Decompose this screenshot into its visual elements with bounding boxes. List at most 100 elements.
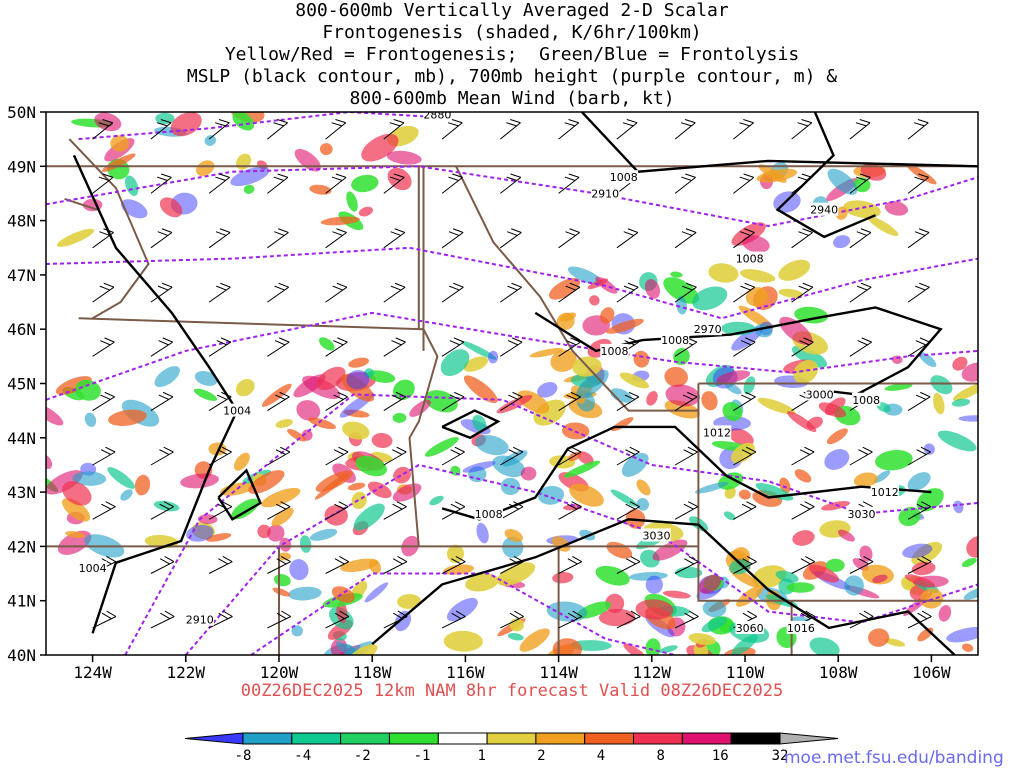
- shading-patch: [546, 601, 588, 622]
- shading-patch: [743, 376, 756, 395]
- lon-label: 106W: [912, 663, 951, 682]
- wind-barb: [92, 501, 116, 520]
- wind-barb: [907, 610, 932, 629]
- wind-barb: [500, 501, 524, 520]
- lon-label: 114W: [539, 663, 578, 682]
- shading-patch: [826, 428, 848, 445]
- wind-barb: [208, 391, 232, 412]
- shading-patch: [963, 586, 978, 600]
- wind-barb: [558, 228, 580, 249]
- shading-patch: [315, 470, 353, 492]
- shading-patch: [729, 559, 751, 575]
- wind-barb: [500, 228, 522, 249]
- lat-label: 41N: [7, 592, 36, 611]
- shading-patch: [645, 638, 661, 655]
- height-label: 2940: [810, 204, 838, 217]
- wind-barb: [500, 337, 523, 357]
- wind-barb: [907, 228, 930, 249]
- wind-barb: [616, 119, 638, 140]
- height-contour: [185, 463, 978, 655]
- wind-barb: [150, 391, 174, 412]
- wind-barb: [383, 501, 407, 520]
- height-label-bg: [805, 387, 834, 401]
- shading-patch: [701, 391, 718, 411]
- height-label: 3030: [643, 530, 671, 543]
- wind-barb: [267, 610, 292, 629]
- wind-barb: [791, 446, 815, 466]
- shading-patch: [271, 507, 294, 527]
- shading-patch: [320, 216, 360, 226]
- shading-patch: [159, 197, 183, 218]
- colorbar-segment: [730, 732, 781, 745]
- shading-patch: [193, 388, 218, 401]
- wind-barb: [383, 610, 408, 629]
- shading-patch: [824, 449, 850, 470]
- shading-patch: [154, 366, 180, 388]
- wind-barb: [325, 173, 347, 194]
- shading-patch: [916, 488, 944, 512]
- shading-patch: [907, 472, 931, 491]
- shading-patch: [728, 428, 754, 446]
- shading-patch: [347, 482, 366, 491]
- shading-patch: [367, 481, 392, 499]
- shading-patch: [272, 587, 291, 597]
- shading-patch: [951, 398, 971, 407]
- wind-barb: [674, 173, 696, 194]
- shading-patch: [589, 295, 600, 306]
- shading-patch: [757, 397, 796, 415]
- shading-patch: [387, 167, 412, 191]
- wind-barb: [267, 501, 291, 520]
- shading-patch: [670, 271, 683, 278]
- wind-barb: [616, 282, 639, 303]
- wind-barb: [849, 337, 872, 357]
- wind-barb: [616, 446, 640, 466]
- shading-patch: [837, 529, 855, 542]
- shading-patch: [267, 524, 285, 542]
- wind-barb: [616, 501, 640, 520]
- mslp-label-bg: [222, 403, 252, 417]
- shading-patch: [519, 628, 550, 652]
- wind-barb: [267, 391, 290, 412]
- shading-patch: [257, 524, 271, 539]
- shading-patch: [409, 399, 431, 417]
- height-contour: [124, 393, 978, 655]
- shading-patch: [463, 356, 488, 372]
- shading-patch: [961, 362, 978, 382]
- shading-patch: [694, 482, 729, 494]
- shading-patch: [397, 594, 421, 609]
- shading-patch: [231, 498, 259, 520]
- shading-patch: [569, 483, 604, 507]
- shading-patch: [692, 286, 728, 311]
- shading-patch: [859, 545, 873, 562]
- wind-barb: [733, 228, 755, 249]
- shading-patch: [808, 564, 839, 583]
- shading-patch: [340, 558, 379, 573]
- wind-barb: [150, 610, 175, 629]
- credit-link[interactable]: moe.met.fsu.edu/banding: [784, 748, 1004, 768]
- mslp-label-bg: [660, 333, 690, 347]
- mslp-label-bg: [474, 506, 503, 520]
- wind-barb: [674, 555, 699, 574]
- wind-barb: [150, 446, 174, 466]
- shading-patch: [722, 402, 743, 422]
- wind-barb: [733, 173, 755, 194]
- lon-label: 120W: [260, 663, 299, 682]
- shading-patch: [606, 318, 644, 334]
- wind-barb: [674, 391, 698, 412]
- wind-barb: [558, 282, 581, 303]
- wind-barb: [383, 228, 406, 249]
- wind-barb: [849, 228, 872, 249]
- wind-barb: [208, 282, 231, 303]
- lon-label: 124W: [73, 663, 112, 682]
- shading-patch: [353, 503, 385, 531]
- shading-patch: [731, 222, 766, 246]
- wind-barb: [92, 119, 114, 140]
- wind-barb: [907, 501, 932, 520]
- shading-patch: [833, 235, 851, 249]
- shading-patch: [825, 558, 845, 572]
- shading-patch: [134, 474, 151, 496]
- wind-barb: [92, 173, 114, 194]
- shading-patch: [248, 470, 285, 494]
- wind-barb: [325, 501, 349, 520]
- wind-barb: [674, 446, 698, 466]
